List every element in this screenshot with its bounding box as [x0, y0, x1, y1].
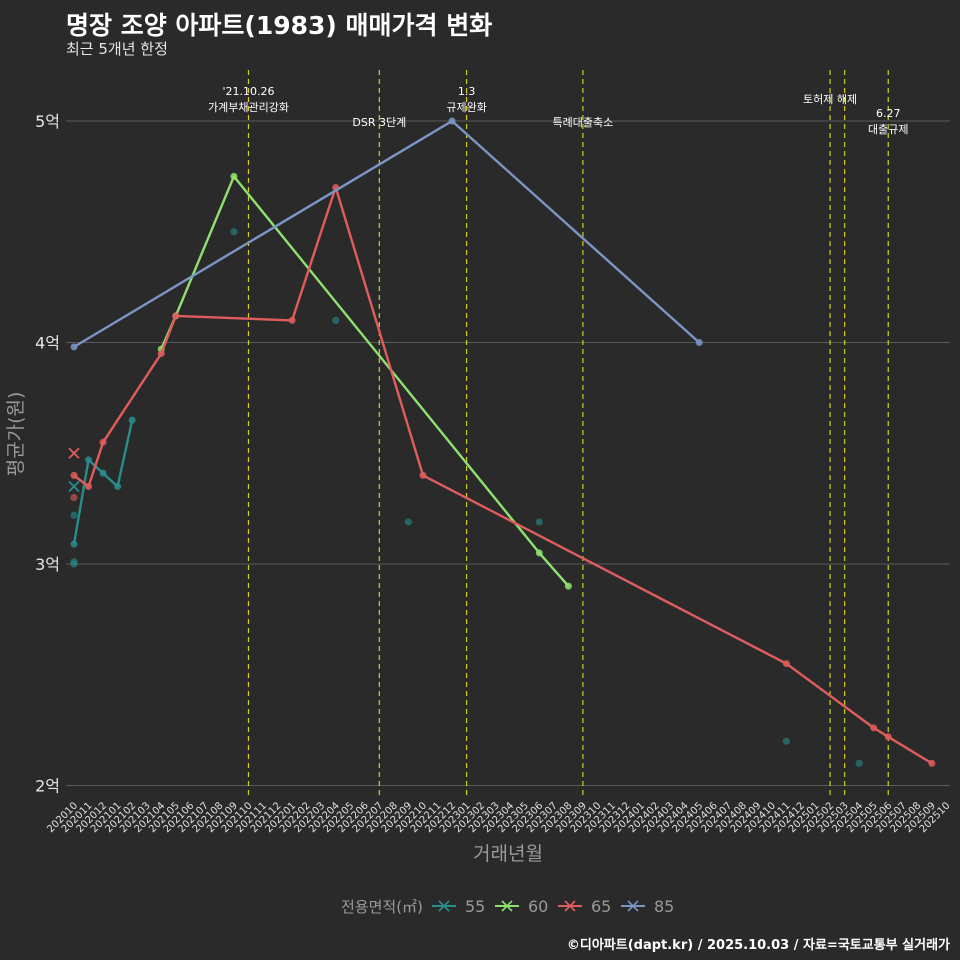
event-label: '21.10.26: [222, 85, 274, 98]
legend-label-65: 65: [591, 897, 611, 916]
legend-label-60: 60: [528, 897, 548, 916]
series-point-55: [114, 482, 122, 490]
event-label: 가계부채관리강화: [208, 101, 289, 114]
legend-label-85: 85: [654, 897, 674, 916]
chart-title: 명장 조양 아파트(1983) 매매가격 변화: [66, 11, 493, 40]
series-point-65: [870, 724, 878, 732]
scatter-point-55: [332, 316, 340, 324]
series-point-60: [535, 549, 543, 557]
scatter-point-55: [782, 737, 791, 745]
scatter-point-55: [855, 759, 863, 767]
event-label: 6.27: [876, 107, 901, 120]
event-label: 1.3: [458, 85, 476, 98]
scatter-point-55: [230, 228, 238, 236]
y-tick-label: 3억: [35, 555, 60, 574]
x-axis-title: 거래년월: [473, 843, 543, 865]
cancelled-mark-65: [68, 447, 80, 459]
series-point-65: [782, 660, 790, 668]
legend-title: 전용면적(㎡): [341, 898, 423, 916]
event-label: 토허제 해제: [803, 92, 857, 106]
scatter-point-55: [70, 511, 78, 519]
series-point-60: [564, 582, 572, 590]
legend-key-mark-85: [627, 900, 639, 912]
y-tick-label: 5억: [35, 112, 60, 131]
series-point-65: [99, 438, 107, 446]
series-point-65: [928, 759, 936, 767]
series-point-65: [157, 350, 165, 358]
event-label: DSR 3단계: [352, 116, 406, 129]
series-point-55: [128, 416, 136, 424]
series-point-65: [884, 733, 892, 741]
scatter-point-55: [404, 518, 413, 526]
series-point-60: [230, 172, 238, 180]
series-point-55: [85, 456, 93, 464]
legend-key-mark-65: [564, 900, 576, 912]
y-axis-title: 평균가(원): [5, 392, 27, 477]
y-tick-label: 4억: [35, 334, 60, 353]
series-line-65: [73, 186, 933, 765]
series-point-65: [70, 471, 78, 479]
series-point-65: [419, 471, 427, 479]
cancelled-mark-55: [68, 480, 80, 493]
series-point-55: [99, 469, 107, 477]
series-line-85: [73, 119, 701, 348]
series-point-85: [448, 117, 456, 125]
series-line-60: [160, 175, 570, 587]
series-point-65: [85, 482, 93, 490]
series-point-65: [288, 316, 296, 324]
y-tick-label: 2억: [35, 777, 60, 796]
series-point-55: [70, 540, 78, 548]
series-point-85: [70, 343, 78, 351]
event-label: 대출규제: [868, 123, 908, 136]
legend-label-55: 55: [465, 897, 485, 916]
scatter-point-55: [70, 560, 78, 568]
chart-subtitle: 최근 5개년 한정: [66, 40, 168, 58]
scatter-point-65: [70, 493, 78, 502]
event-label: 특례대출축소: [553, 116, 614, 129]
event-label: 규제완화: [446, 101, 486, 114]
series-point-65: [172, 312, 180, 320]
series-point-85: [695, 339, 703, 346]
source-caption: ©디아파트(dapt.kr) / 2025.10.03 / 자료=국토교통부 실…: [566, 938, 950, 953]
legend-key-mark-60: [501, 900, 513, 912]
scatter-point-55: [535, 518, 543, 526]
legend-key-mark-55: [438, 900, 450, 912]
